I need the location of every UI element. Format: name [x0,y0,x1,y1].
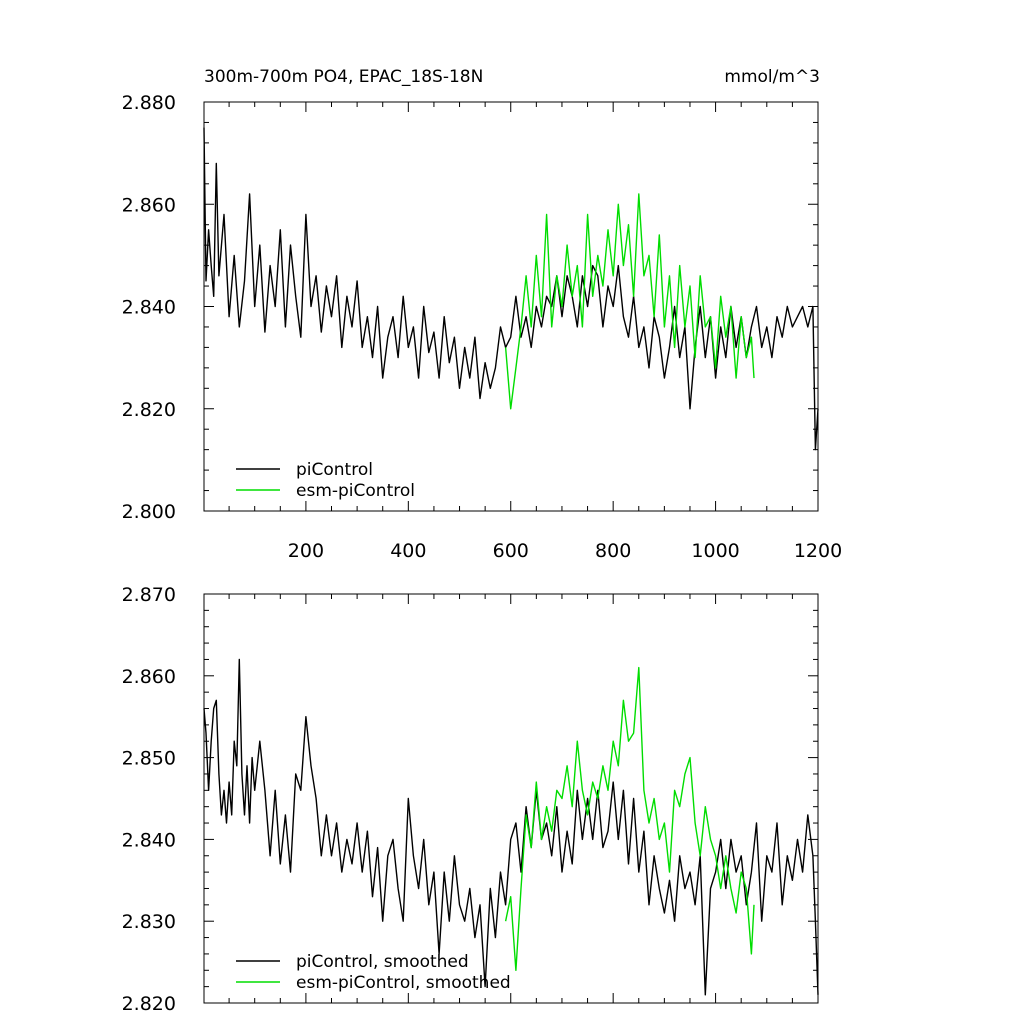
series-line-esm-picontrol [504,193,755,410]
legend-label-esm-picontrol: esm-piControl [296,481,415,501]
y-tick-label-top: 2.860 [122,194,176,216]
series-line-esm-picontrol-smoothed [504,666,755,971]
chart-title: 300m-700m PO4, EPAC_18S-18N [204,67,483,87]
y-tick-label-top: 2.880 [122,92,176,114]
x-tick-label-top: 800 [595,540,631,562]
legend-bottom: piControl, smoothed esm-piControl, smoot… [236,952,511,993]
y-tick-label-bottom: 2.850 [122,748,176,770]
plot-frame-bottom [203,593,819,1004]
y-tick-label-bottom: 2.870 [122,584,176,606]
legend-label-picontrol: piControl [296,460,373,480]
x-tick-label-top: 1000 [691,540,739,562]
legend-label-esm-picontrol-smoothed: esm-piControl, smoothed [296,973,511,993]
plot-frame-top [203,101,819,512]
x-tick-label-top: 600 [493,540,529,562]
y-tick-label-bottom: 2.860 [122,666,176,688]
y-tick-label-top: 2.840 [122,297,176,319]
units-label: mmol/m^3 [724,67,820,87]
y-tick-label-bottom: 2.820 [122,993,176,1015]
y-tick-label-bottom: 2.830 [122,911,176,933]
legend-top: piControl esm-piControl [236,460,415,501]
y-tick-label-top: 2.800 [122,501,176,523]
bottom-panel: 2.820 2.830 2.840 2.850 2.860 2.870 [122,584,819,1015]
legend-label-picontrol-smoothed: piControl, smoothed [296,952,469,972]
y-tick-label-bottom: 2.840 [122,829,176,851]
y-tick-label-top: 2.820 [122,399,176,421]
x-tick-label-top: 200 [288,540,324,562]
x-tick-label-top: 1200 [794,540,842,562]
series-line-picontrol-smoothed [203,658,819,996]
x-tick-label-top: 400 [390,540,426,562]
top-panel: 2.800 2.820 2.840 2.860 2.880 200 400 600 800 100… [122,92,843,562]
